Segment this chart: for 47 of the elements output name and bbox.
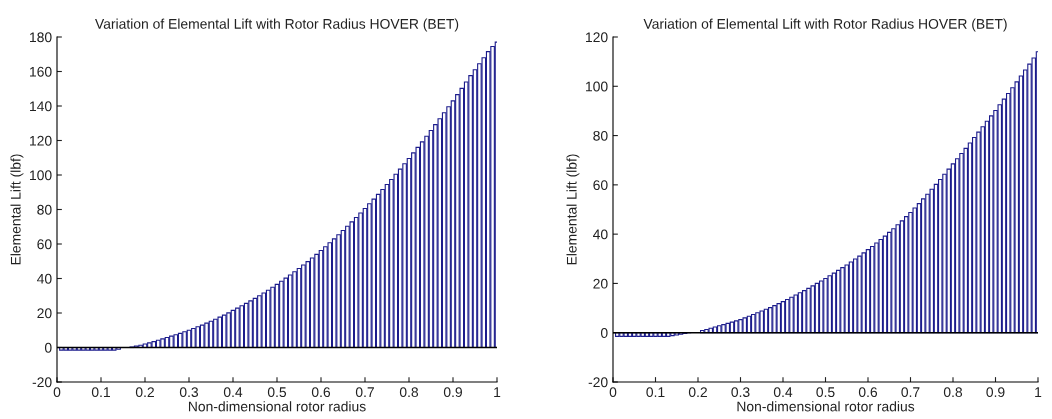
x-tick-label: 0.2 [135, 387, 154, 398]
x-axis-title: Non-dimensional rotor radius [737, 401, 915, 412]
y-tick-label: 0 [600, 328, 608, 338]
x-tick-label: 0.4 [223, 387, 243, 398]
y-tick-label: 60 [593, 180, 608, 191]
x-tick-label: 0.5 [816, 387, 835, 398]
x-tick-label: 1 [1035, 387, 1042, 397]
y-tick-label: 120 [30, 135, 52, 146]
y-tick-label: 60 [37, 239, 52, 250]
x-tick-label: 0.7 [355, 387, 374, 398]
x-tick-label: 0.7 [901, 387, 920, 398]
x-tick-label: 0.3 [731, 387, 750, 398]
x-tick-label: 0.8 [943, 387, 963, 398]
y-tick-label: -20 [32, 377, 52, 388]
y-tick-label: 80 [593, 130, 608, 141]
y-tick-label: 40 [593, 229, 608, 240]
y-tick-label: 160 [30, 66, 52, 77]
y-tick-label: 180 [30, 32, 52, 43]
x-tick-label: 0.2 [688, 387, 707, 398]
x-tick-label: 0 [609, 387, 617, 398]
y-axis-title: Elemental Lift (lbf) [566, 154, 580, 265]
y-tick-label: 120 [586, 32, 608, 43]
chart-title: Variation of Elemental Lift with Rotor Radius HOVER (BET) [643, 18, 1007, 32]
y-tick-label: 80 [37, 204, 52, 215]
x-tick-label: 0.9 [986, 387, 1005, 398]
chart-title: Variation of Elemental Lift with Rotor Radius HOVER (BET) [95, 18, 459, 32]
y-tick-label: 140 [30, 101, 52, 112]
x-tick-label: 0.9 [443, 387, 462, 398]
x-axis-title: Non-dimensional rotor radius [188, 401, 366, 412]
y-tick-label: 100 [586, 81, 608, 92]
y-tick-label: 40 [37, 273, 52, 284]
x-tick-label: 0.3 [179, 387, 199, 398]
y-tick-label: -20 [588, 377, 608, 388]
y-tick-label: 0 [44, 342, 52, 353]
x-tick-label: 0.6 [311, 387, 331, 398]
x-tick-label: 0.8 [399, 387, 419, 398]
x-tick-label: 0.1 [646, 387, 665, 398]
x-tick-label: 0.6 [858, 387, 878, 398]
y-tick-label: 100 [30, 170, 52, 181]
y-tick-label: 20 [593, 278, 608, 289]
x-tick-label: 0.4 [773, 387, 793, 398]
x-tick-label: 0.1 [91, 387, 110, 398]
x-tick-label: 1 [494, 387, 501, 397]
x-tick-label: 0.5 [267, 387, 287, 398]
y-tick-label: 20 [37, 308, 52, 319]
y-axis-title: Elemental Lift (lbf) [10, 154, 24, 265]
x-tick-label: 0 [53, 387, 61, 398]
